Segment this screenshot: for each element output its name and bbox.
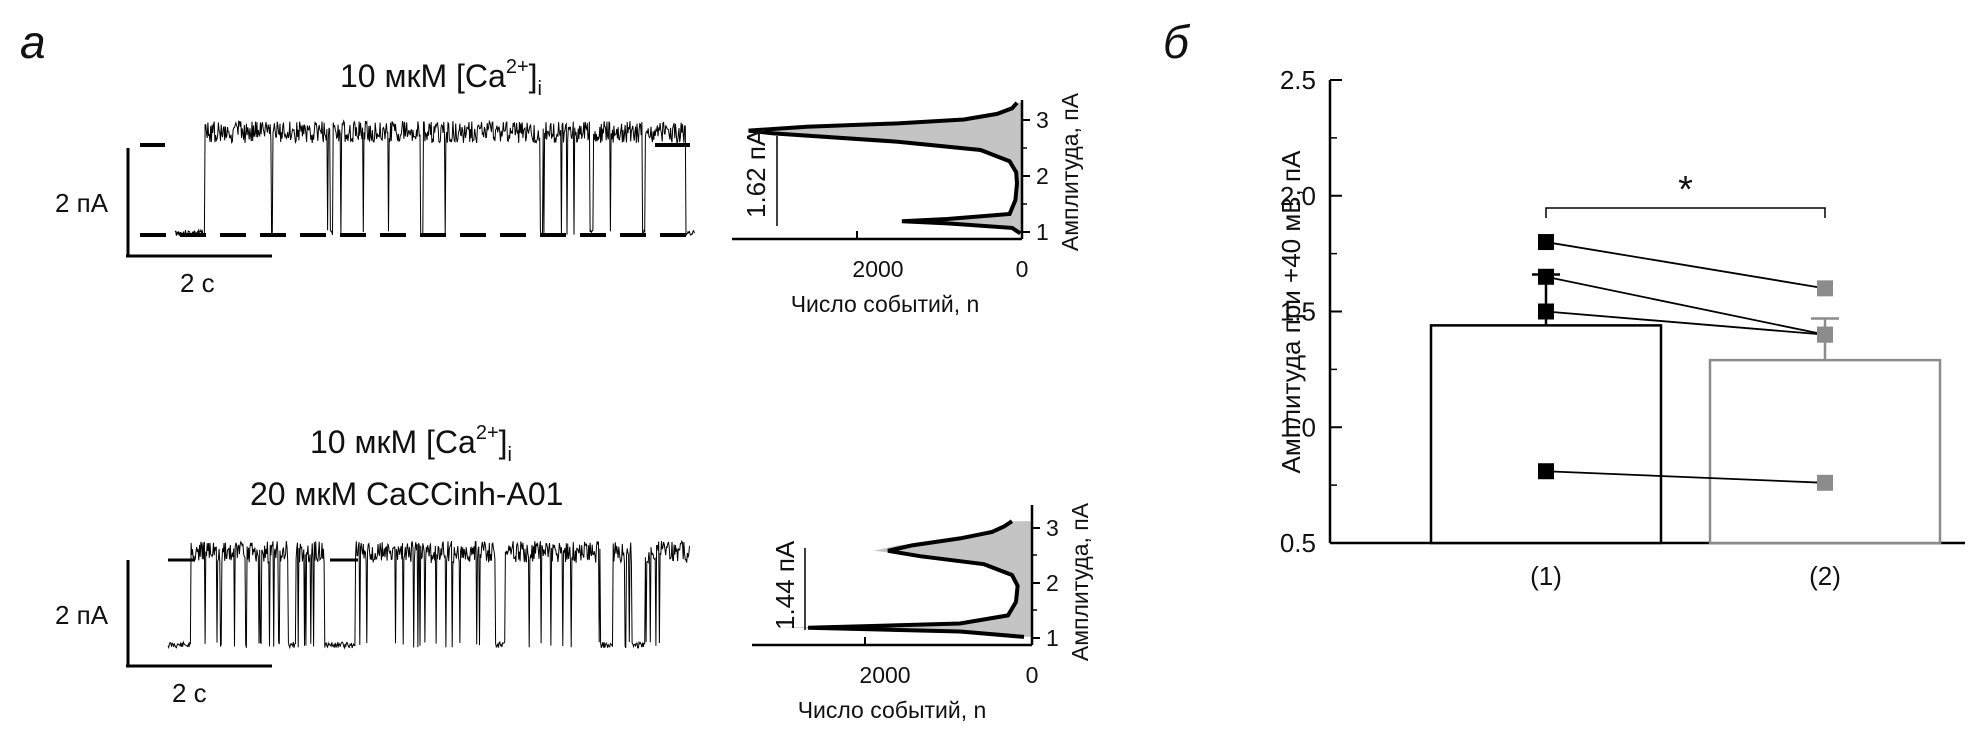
top-hist-xtick-0: 0 [1016, 256, 1029, 282]
bar [1708, 358, 1942, 545]
x-category-label: (1) [1530, 561, 1562, 591]
bottom-condition-label: 10 мкМ [Ca2+]i [310, 422, 512, 466]
bottom-scale-y-label: 2 пА [55, 600, 109, 630]
data-point [1817, 474, 1833, 491]
bottom-hist-xtick-0: 0 [1026, 662, 1039, 688]
y-tick-label: 1.5 [1280, 297, 1316, 327]
bottom-scale-bar [126, 560, 272, 668]
top-hist-xtick-2000: 2000 [852, 256, 903, 282]
bottom-inhibitor-label: 20 мкМ CaCCinh-A01 [250, 476, 563, 512]
y-tick-label: 2.5 [1280, 65, 1316, 95]
y-tick-label: 2.0 [1280, 181, 1316, 211]
top-current-trace [140, 119, 695, 238]
top-condition-label: 10 мкМ [Ca2+]i [340, 56, 542, 100]
data-point [1817, 326, 1833, 343]
panel-a-letter: а [20, 16, 46, 68]
bottom-histogram [752, 505, 1040, 647]
top-hist-xlabel: Число событий, n [791, 291, 980, 317]
paired-line [1545, 241, 1826, 290]
top-hist-ylabel: Амплитуда, пА [1057, 92, 1083, 251]
data-point [1817, 280, 1833, 297]
bottom-hist-xlabel: Число событий, n [798, 697, 987, 723]
top-histogram [732, 100, 1030, 241]
bottom-hist-amp-label: 1.44 пА [770, 540, 800, 630]
top-scale-bar [126, 148, 272, 258]
bottom-hist-ytick-1: 1 [1046, 625, 1059, 651]
data-point [1538, 303, 1554, 320]
significance-bracket [1545, 207, 1826, 218]
bottom-hist-ylabel: Амплитуда, пА [1067, 502, 1093, 661]
significance-star: * [1678, 169, 1693, 211]
bottom-hist-ytick-2: 2 [1046, 570, 1059, 596]
bar [1429, 324, 1663, 545]
bottom-scale-x-label: 2 с [172, 678, 207, 708]
y-tick-label: 1.0 [1280, 412, 1316, 442]
top-hist-amp-label: 1.62 пА [741, 128, 771, 218]
y-tick-label: 0.5 [1280, 528, 1316, 558]
paired-line [1545, 275, 1826, 336]
bottom-current-trace [167, 539, 690, 650]
bottom-hist-ytick-3: 3 [1046, 515, 1059, 541]
data-point [1538, 463, 1554, 480]
top-hist-ytick-3: 3 [1036, 107, 1049, 133]
panel-b-letter: б [1163, 16, 1191, 68]
bottom-hist-xtick-2000: 2000 [859, 662, 910, 688]
top-hist-ytick-1: 1 [1036, 219, 1049, 245]
amplitude-bar-chart: 0.5 1.0 1.5 2.0 2.5 (1) (2) * [1280, 65, 1965, 591]
paired-line [1545, 310, 1826, 336]
top-hist-ytick-2: 2 [1036, 163, 1049, 189]
top-scale-y-label: 2 пА [55, 188, 109, 218]
bar-chart-ylabel: Амплитуда при +40 мВ, пА [1276, 150, 1306, 474]
data-point [1538, 234, 1554, 251]
top-scale-x-label: 2 с [180, 268, 215, 298]
x-category-label: (2) [1809, 561, 1841, 591]
data-point [1538, 268, 1554, 285]
paired-line [1545, 470, 1826, 484]
